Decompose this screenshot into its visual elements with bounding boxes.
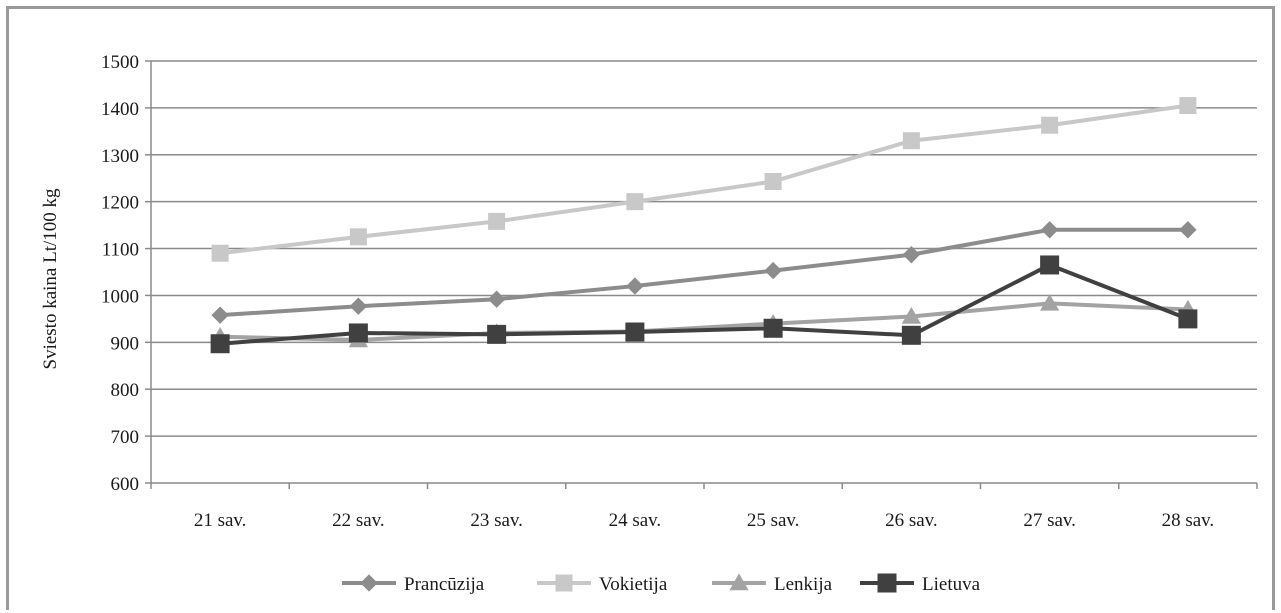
data-point bbox=[1040, 255, 1060, 275]
y-tick-label: 1200 bbox=[101, 193, 139, 214]
y-tick-label: 1400 bbox=[101, 99, 139, 120]
legend-label: Vokietija bbox=[599, 574, 668, 595]
y-axis-title: Sviesto kaina Lt/100 kg bbox=[40, 188, 61, 370]
gridlines bbox=[151, 60, 1257, 437]
x-tick-label: 25 sav. bbox=[747, 510, 800, 531]
legend-entry: Prancūzija bbox=[342, 574, 485, 595]
x-tick-label: 21 sav. bbox=[194, 510, 247, 531]
chart-frame: Sviesto kaina Lt/100 kg 600 700 800 900 1000… bbox=[6, 6, 1275, 610]
series-line bbox=[219, 103, 1189, 256]
x-tick-label: 22 sav. bbox=[332, 510, 385, 531]
x-tick-label: 27 sav. bbox=[1023, 510, 1076, 531]
y-tick-label: 1500 bbox=[101, 52, 139, 73]
data-point bbox=[729, 573, 749, 591]
y-tick-label: 600 bbox=[111, 474, 140, 495]
data-point bbox=[626, 193, 644, 211]
data-point bbox=[349, 228, 367, 246]
data-point bbox=[348, 323, 368, 343]
data-point bbox=[763, 318, 783, 338]
data-point bbox=[487, 324, 507, 344]
data-point bbox=[360, 574, 378, 592]
data-point bbox=[764, 173, 782, 191]
axes: 600 700 800 900 1000 1100 1200 1300 1400 1500 21 s… bbox=[101, 52, 1258, 531]
legend-label: Prancūzija bbox=[404, 574, 485, 595]
y-tick-label: 1100 bbox=[102, 240, 139, 261]
data-point bbox=[1178, 309, 1198, 329]
series bbox=[210, 255, 1198, 354]
series-line bbox=[219, 227, 1188, 318]
y-tick-label: 900 bbox=[111, 333, 140, 354]
data-point bbox=[625, 322, 645, 342]
series-lines bbox=[210, 97, 1198, 354]
data-point bbox=[487, 290, 506, 308]
legend-label: Lietuva bbox=[922, 574, 981, 595]
legend-entry: Vokietija bbox=[537, 574, 668, 595]
data-point bbox=[488, 212, 506, 230]
data-point bbox=[211, 306, 229, 324]
legend-entry: Lietuva bbox=[860, 573, 981, 595]
data-point bbox=[1040, 293, 1060, 311]
series-line bbox=[219, 262, 1189, 346]
data-point bbox=[349, 297, 368, 315]
series-line bbox=[220, 301, 1188, 342]
x-tick-label: 26 sav. bbox=[885, 510, 938, 531]
data-point bbox=[902, 245, 921, 264]
x-tick-label: 24 sav. bbox=[609, 510, 662, 531]
y-tick-label: 1300 bbox=[101, 146, 139, 167]
data-point bbox=[1040, 221, 1059, 239]
data-point bbox=[1179, 221, 1197, 239]
data-point bbox=[902, 132, 920, 150]
legend: Prancūzija Vokietija Lenkija Lietuva bbox=[342, 573, 981, 595]
legend-entry: Lenkija bbox=[712, 573, 833, 595]
line-chart: Sviesto kaina Lt/100 kg 600 700 800 900 1000… bbox=[40, 52, 1258, 595]
series bbox=[211, 97, 1197, 262]
data-point bbox=[211, 244, 229, 262]
data-point bbox=[901, 325, 921, 345]
data-point bbox=[901, 306, 921, 324]
data-point bbox=[210, 334, 230, 354]
data-point bbox=[764, 261, 782, 280]
y-tick-label: 1000 bbox=[101, 286, 139, 307]
data-point bbox=[626, 277, 644, 295]
y-tick-label: 700 bbox=[111, 427, 140, 448]
x-tick-label: 28 sav. bbox=[1162, 510, 1215, 531]
data-point bbox=[555, 574, 573, 592]
data-point bbox=[1041, 116, 1059, 134]
legend-label: Lenkija bbox=[774, 574, 833, 595]
y-tick-label: 800 bbox=[111, 380, 140, 401]
data-point bbox=[1179, 97, 1197, 115]
series bbox=[211, 221, 1197, 324]
x-tick-label: 23 sav. bbox=[470, 510, 523, 531]
data-point bbox=[877, 573, 897, 593]
